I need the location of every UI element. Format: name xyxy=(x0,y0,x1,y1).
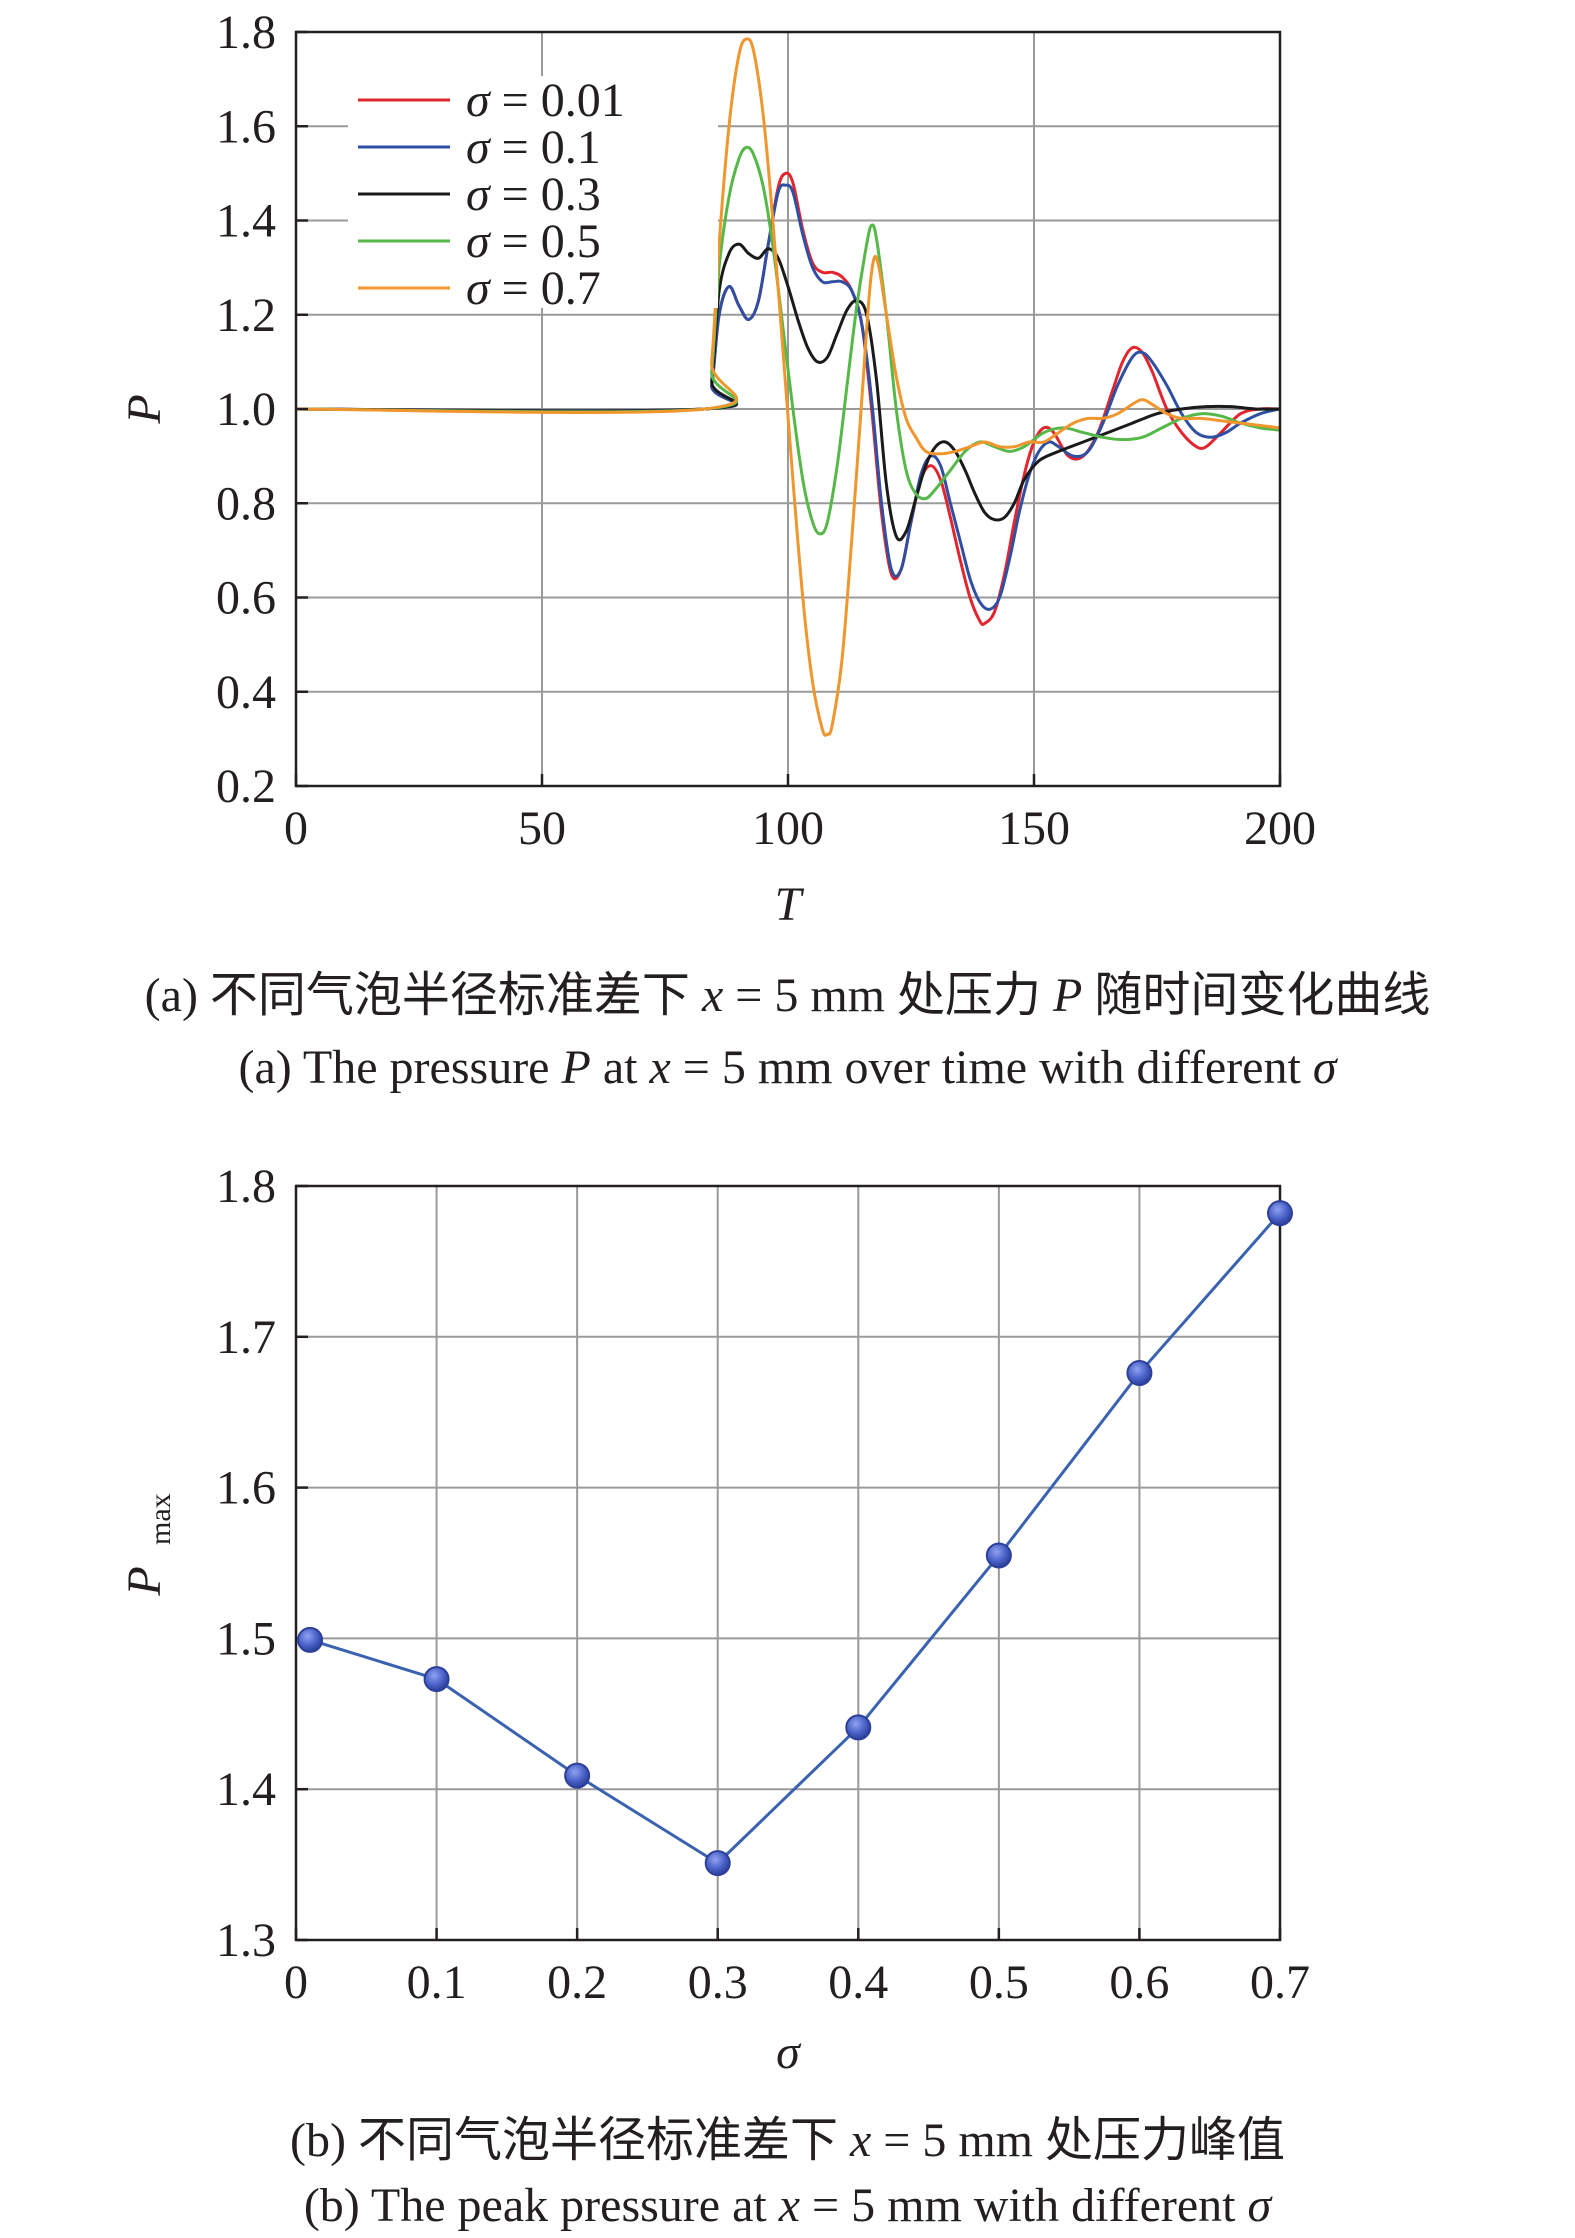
x-tick-label: 0.3 xyxy=(688,1956,748,2009)
y-tick-label: 0.6 xyxy=(216,572,276,625)
x-tick-label: 0.5 xyxy=(969,1956,1029,2009)
x-tick-label: 150 xyxy=(998,802,1070,855)
data-point-6 xyxy=(1126,1359,1153,1386)
pressure-time-chart: 0 50 100 150 200 0.2 0.4 0.6 0.8 1.0 1.2 1.4 1.6 1.8… xyxy=(118,6,1316,931)
y-tick-label: 1.2 xyxy=(216,289,276,342)
peak-pressure-chart: 0 0.1 0.2 0.3 0.4 0.5 0.6 0.7 1.31.41.51.61.71.… xyxy=(118,1160,1310,2079)
x-tick-label: 50 xyxy=(518,802,566,855)
y-tick-label: 1.0 xyxy=(216,383,276,436)
plot-frame xyxy=(294,1184,1282,1942)
y-tick-label: 1.7 xyxy=(216,1311,276,1364)
x-tick-label: 0.6 xyxy=(1109,1956,1169,2009)
y-tick-label: 1.4 xyxy=(216,1763,276,1816)
legend-label: σ = 0.5 xyxy=(466,215,601,268)
legend-label: σ = 0.7 xyxy=(466,262,601,315)
y-tick-label: 0.8 xyxy=(216,477,276,530)
tick-marks xyxy=(294,30,1282,788)
y-tick-label: 1.4 xyxy=(216,195,276,248)
x-tick-labels: 0 50 100 150 200 xyxy=(284,802,1316,855)
y-axis-label-group: P max xyxy=(118,1493,177,1596)
caption-b-english: (b) The peak pressure at x = 5 mm with d… xyxy=(303,2179,1272,2232)
series-line-2 xyxy=(296,242,1280,542)
y-axis-label: P xyxy=(118,394,171,424)
peak-pressure-line xyxy=(309,1212,1282,1865)
data-point-3 xyxy=(704,1850,731,1877)
y-tick-label: 0.4 xyxy=(216,666,276,719)
data-point-2 xyxy=(564,1762,591,1789)
y-axis-label: P xyxy=(118,1566,171,1596)
x-tick-label: 0 xyxy=(284,1956,308,2009)
data-point-0 xyxy=(297,1626,324,1653)
legend-label: σ = 0.01 xyxy=(466,74,625,127)
x-tick-label: 200 xyxy=(1244,802,1316,855)
y-tick-label: 1.3 xyxy=(216,1914,276,1967)
series-line-1 xyxy=(296,183,1280,611)
x-axis-label: σ xyxy=(776,2026,802,2079)
x-tick-label: 0.7 xyxy=(1250,1956,1310,2009)
legend-label: σ = 0.1 xyxy=(466,121,601,174)
y-tick-labels: 1.3 1.4 1.5 1.6 1.7 1.8 xyxy=(216,1160,276,1967)
x-axis-label: T xyxy=(775,878,805,931)
y-tick-label: 1.8 xyxy=(216,6,276,59)
y-axis-label-subscript: max xyxy=(144,1493,177,1545)
data-point-4 xyxy=(845,1714,872,1741)
data-point-1 xyxy=(423,1666,450,1693)
y-tick-label: 1.6 xyxy=(216,100,276,153)
x-tick-label: 100 xyxy=(752,802,824,855)
caption-b-chinese: (b) 不同气泡半径标准差下 x = 5 mm 处压力峰值 xyxy=(289,2114,1286,2167)
grid xyxy=(296,1186,1280,1940)
series-group xyxy=(297,1200,1293,1877)
legend-background xyxy=(348,76,718,308)
x-tick-labels: 0 0.1 0.2 0.3 0.4 0.5 0.6 0.7 xyxy=(284,1956,1310,2009)
series-group xyxy=(296,37,1280,737)
caption-a-chinese: (a) 不同气泡半径标准差下 x = 5 mm 处压力 P 随时间变化曲线 xyxy=(144,969,1431,1022)
x-tick-label: 0.2 xyxy=(547,1956,607,2009)
series-line-4 xyxy=(296,37,1280,737)
y-tick-label: 1.5 xyxy=(216,1612,276,1665)
tick-marks xyxy=(294,1184,1282,1942)
data-point-5 xyxy=(985,1542,1012,1569)
y-tick-label: 0.2 xyxy=(216,760,276,813)
y-tick-label: 1.6 xyxy=(216,1462,276,1515)
legend-label: σ = 0.3 xyxy=(466,168,601,221)
x-tick-label: 0.1 xyxy=(407,1956,467,2009)
x-tick-label: 0 xyxy=(284,802,308,855)
y-tick-label: 1.8 xyxy=(216,1160,276,1213)
x-tick-label: 0.4 xyxy=(828,1956,888,2009)
data-point-7 xyxy=(1267,1200,1293,1227)
y-tick-labels: 0.2 0.4 0.6 0.8 1.0 1.2 1.4 1.6 1.8 xyxy=(216,6,276,813)
caption-a-english: (a) The pressure P at x = 5 mm over time… xyxy=(238,1041,1337,1094)
legend: σ = 0.01σ = 0.1σ = 0.3σ = 0.5σ = 0.7 xyxy=(358,74,625,315)
